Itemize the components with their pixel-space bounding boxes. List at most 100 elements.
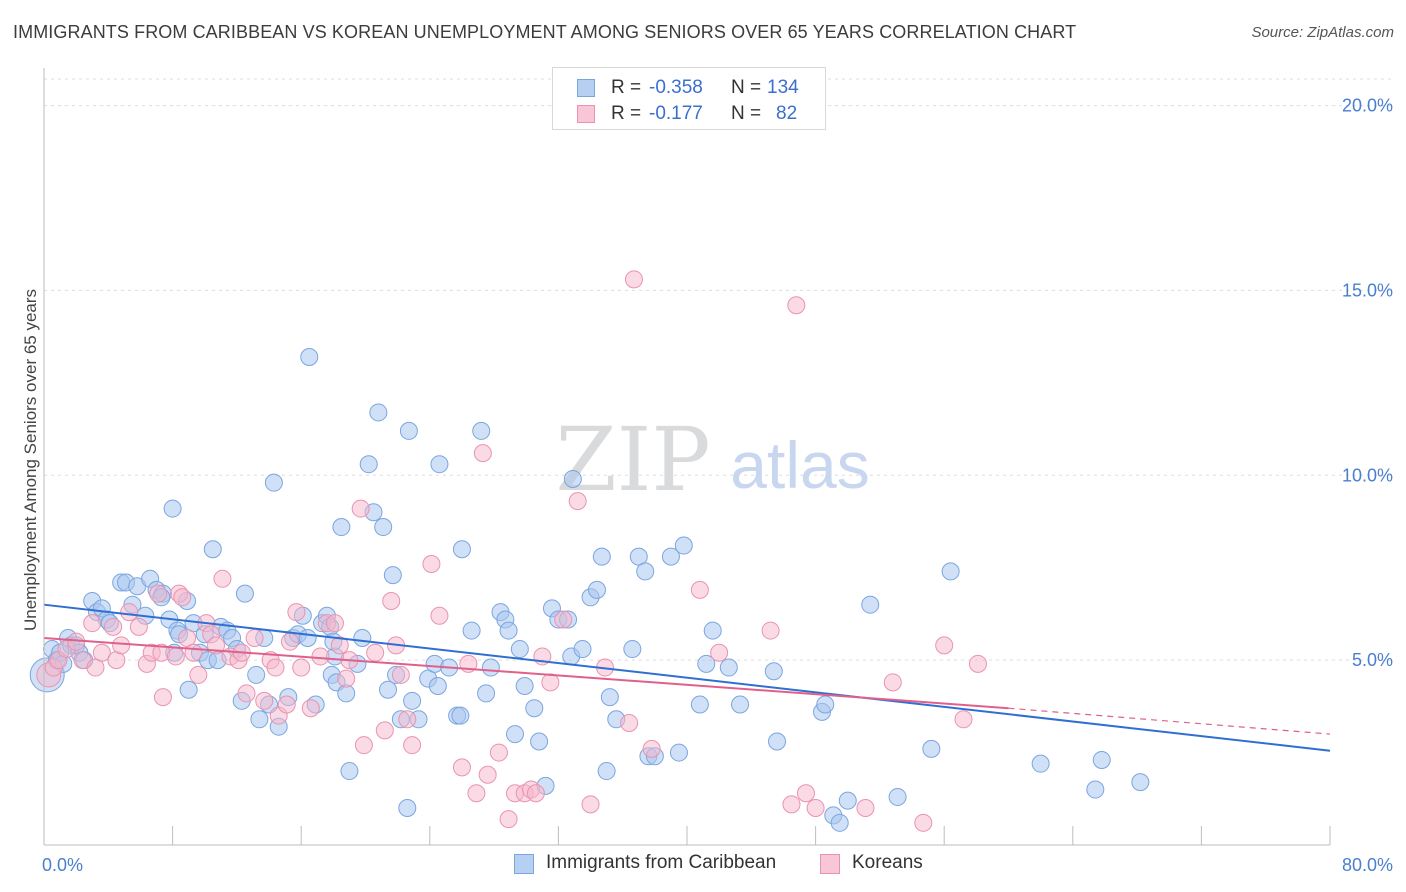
y-tick-label: 5.0%	[1352, 650, 1393, 670]
koreans-point	[806, 799, 825, 818]
koreans-point	[914, 813, 933, 832]
koreans-point	[189, 665, 208, 684]
caribbean-point	[690, 695, 709, 714]
caribbean-point	[510, 640, 529, 659]
legend-r-label: R =	[611, 103, 642, 124]
caribbean-point	[530, 732, 549, 751]
koreans-point	[213, 569, 232, 588]
koreans-point	[581, 795, 600, 814]
koreans-point	[266, 658, 285, 677]
koreans-point	[467, 784, 486, 803]
caribbean-point	[505, 725, 524, 744]
caribbean-point	[462, 621, 481, 640]
caribbean-point	[703, 621, 722, 640]
koreans-point	[554, 610, 573, 629]
caribbean-point	[587, 580, 606, 599]
koreans-point	[255, 691, 274, 710]
bottom-legend-swatch-blue	[514, 854, 534, 874]
koreans-point	[478, 765, 497, 784]
caribbean-point	[597, 762, 616, 781]
koreans-point	[104, 617, 123, 636]
koreans-point	[366, 643, 385, 662]
koreans-point	[452, 758, 471, 777]
caribbean-point	[353, 628, 372, 647]
koreans-point	[761, 621, 780, 640]
caribbean-point	[428, 677, 447, 696]
caribbean-point	[499, 621, 518, 640]
bottom-legend-label-koreans: Koreans	[852, 852, 923, 873]
series-koreans-points	[36, 270, 987, 832]
koreans-point	[292, 658, 311, 677]
y-tick-label: 15.0%	[1342, 280, 1393, 300]
caribbean-point	[623, 640, 642, 659]
koreans-point	[403, 736, 422, 755]
caribbean-point	[403, 691, 422, 710]
caribbean-point	[1131, 773, 1150, 792]
caribbean-point	[163, 499, 182, 518]
caribbean-point	[383, 566, 402, 585]
koreans-point	[92, 643, 111, 662]
legend-n-value: 134	[767, 77, 799, 98]
caribbean-point	[719, 658, 738, 677]
caribbean-point	[674, 536, 693, 555]
caribbean-point	[472, 421, 491, 440]
caribbean-point	[379, 680, 398, 699]
caribbean-point	[922, 739, 941, 758]
caribbean-point	[731, 695, 750, 714]
caribbean-point	[247, 665, 266, 684]
koreans-point	[375, 721, 394, 740]
gridlines	[44, 78, 1392, 661]
koreans-point	[782, 795, 801, 814]
caribbean-point	[636, 562, 655, 581]
trend-line-koreans	[43, 636, 1009, 710]
chart-source: Source: ZipAtlas.com	[1251, 24, 1394, 41]
caribbean-point	[816, 695, 835, 714]
koreans-point	[325, 614, 344, 633]
koreans-point	[311, 647, 330, 666]
legend-r-value: -0.358	[649, 77, 703, 98]
caribbean-point	[235, 584, 254, 603]
koreans-point	[120, 603, 139, 622]
caribbean-point	[697, 654, 716, 673]
koreans-point	[935, 636, 954, 655]
koreans-point	[280, 632, 299, 651]
caribbean-point	[592, 547, 611, 566]
koreans-point	[330, 636, 349, 655]
bottom-legend-swatch-pink	[820, 854, 840, 874]
caribbean-point	[300, 347, 319, 366]
caribbean-point	[563, 469, 582, 488]
koreans-point	[499, 810, 518, 829]
koreans-point	[422, 555, 441, 574]
legend-n-label: N =	[731, 77, 762, 98]
caribbean-point	[525, 699, 544, 718]
bottom-legend-label-caribbean: Immigrants from Caribbean	[546, 852, 777, 873]
koreans-point	[153, 688, 172, 707]
koreans-point	[642, 739, 661, 758]
koreans-point	[301, 699, 320, 718]
koreans-point	[568, 492, 587, 511]
caribbean-point	[838, 791, 857, 810]
watermark: ZIP atlas	[555, 408, 869, 511]
caribbean-point	[359, 455, 378, 474]
caribbean-point	[369, 403, 388, 422]
caribbean-point	[661, 547, 680, 566]
caribbean-point	[515, 677, 534, 696]
legend-r-value: -0.177	[649, 103, 703, 124]
koreans-point	[690, 580, 709, 599]
caribbean-point	[477, 684, 496, 703]
caribbean-point	[764, 662, 783, 681]
koreans-point	[856, 799, 875, 818]
koreans-point	[354, 736, 373, 755]
caribbean-point	[298, 628, 317, 647]
caribbean-point	[430, 455, 449, 474]
legend-row-caribbean: R = -0.358 N = 134	[553, 75, 825, 101]
y-tick-label: 20.0%	[1342, 96, 1393, 116]
koreans-point	[541, 673, 560, 692]
koreans-point	[624, 270, 643, 289]
koreans-point	[398, 710, 417, 729]
koreans-point	[112, 636, 131, 655]
chart-title: IMMIGRANTS FROM CARIBBEAN VS KOREAN UNEM…	[13, 22, 1077, 42]
trend-lines	[43, 603, 1331, 752]
koreans-point	[382, 591, 401, 610]
